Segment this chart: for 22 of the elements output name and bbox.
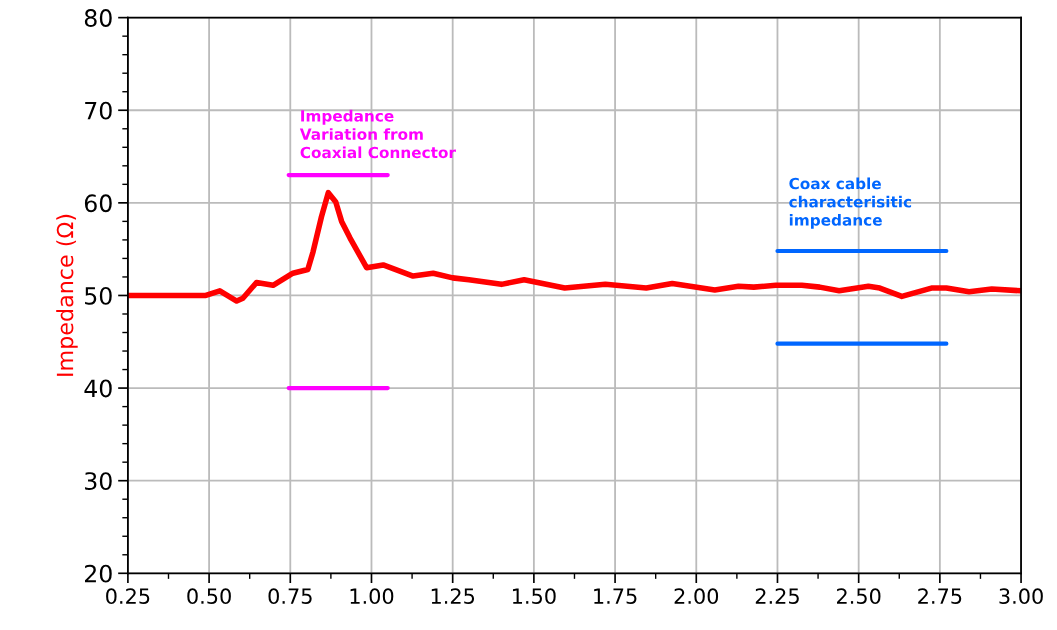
y-tick-label: 20 xyxy=(85,564,112,583)
y-tick-label: 50 xyxy=(85,286,112,305)
x-tick-label: 1.00 xyxy=(350,588,394,605)
x-tick-label: 0.75 xyxy=(268,588,312,605)
x-tick-label: 2.75 xyxy=(918,588,962,605)
x-tick-label: 3.00 xyxy=(999,588,1043,605)
x-tick-label: 2.25 xyxy=(755,588,799,605)
y-axis-title: Impedance (Ω) xyxy=(56,214,78,376)
y-tick-label: 70 xyxy=(85,101,112,120)
annotation: Impedance Variation from Coaxial Connector xyxy=(299,109,456,159)
y-tick-label: 30 xyxy=(85,472,112,490)
annotation: Coax cable characterisitic impedance xyxy=(789,177,912,229)
x-tick-label: 2.50 xyxy=(837,588,881,605)
x-tick-label: 0.25 xyxy=(106,588,150,605)
x-tick-label: 1.25 xyxy=(431,588,475,605)
y-tick-label: 60 xyxy=(84,194,112,213)
y-tick-label: 80 xyxy=(84,9,112,27)
x-tick-label: 1.50 xyxy=(512,588,556,605)
x-tick-label: 0.50 xyxy=(187,588,231,605)
x-tick-label: 1.75 xyxy=(594,588,637,605)
x-tick-label: 2.00 xyxy=(674,588,719,605)
y-tick-label: 40 xyxy=(84,379,112,398)
